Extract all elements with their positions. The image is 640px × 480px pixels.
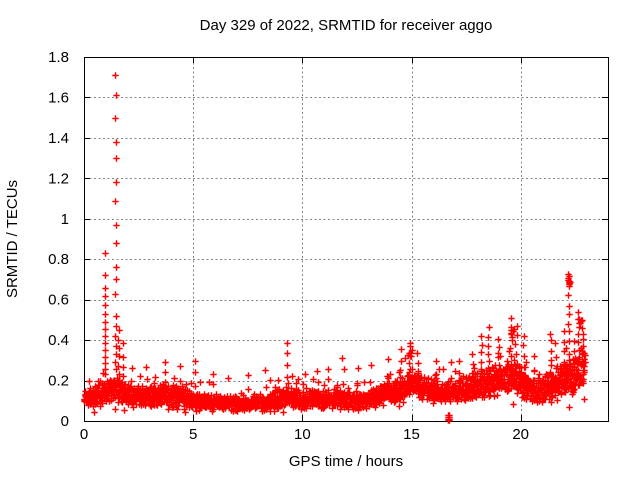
y-tick-label: 0.4 [48,332,69,349]
y-tick-label: 0.2 [48,373,69,390]
x-tick-label: 5 [189,426,197,443]
grid-lines [85,58,607,420]
x-axis-label: GPS time / hours [289,453,403,470]
x-tick-label: 10 [294,426,311,443]
data-points [81,72,589,424]
tick-labels: 0 5 10 15 20 0 0.2 0.4 0.6 0.8 1 1.2 1.4 1.6 1.8 [48,49,529,443]
plot-border [84,57,609,422]
y-tick-label: 1.8 [48,49,69,66]
x-tick-label: 0 [80,426,88,443]
y-axis-label: SRMTID / TECUs [4,180,21,298]
y-tick-label: 1.6 [48,89,69,106]
y-tick-label: 1.2 [48,170,69,187]
y-tick-label: 1 [61,211,69,228]
y-tick-label: 1.4 [48,130,69,147]
y-tick-label: 0 [61,413,69,430]
y-tick-label: 0.6 [48,292,69,309]
chart-title: Day 329 of 2022, SRMTID for receiver agg… [200,17,493,34]
x-tick-label: 20 [512,426,529,443]
y-tick-label: 0.8 [48,251,69,268]
axis-ticks [84,57,608,422]
x-tick-label: 15 [403,426,420,443]
